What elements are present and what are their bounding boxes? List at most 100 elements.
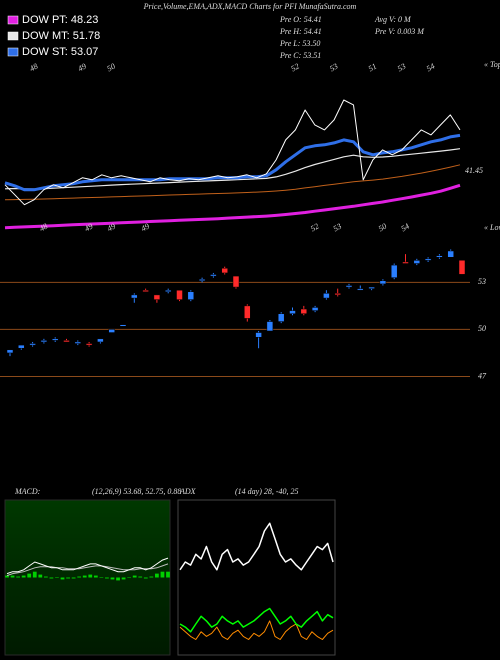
candle-body <box>458 259 466 275</box>
line-series <box>4 148 461 190</box>
histogram-bar <box>82 575 87 578</box>
candle-body <box>413 260 421 264</box>
macd-title: MACD: <box>14 487 41 496</box>
histogram-bar <box>116 577 120 581</box>
candle-body <box>390 264 398 278</box>
histogram-bar <box>160 571 165 578</box>
legend-marker <box>7 47 19 57</box>
candle-body <box>232 275 240 288</box>
candle-body <box>424 258 432 261</box>
histogram-bar <box>149 576 154 578</box>
line-series <box>179 607 334 633</box>
histogram-bar <box>110 577 115 580</box>
histogram-bar <box>93 575 98 578</box>
candle-body <box>51 338 59 341</box>
x-tick-label: 49 <box>83 222 94 234</box>
candle-body <box>379 280 387 285</box>
x-tick-label: 54 <box>425 62 436 74</box>
x-tick-label: 53 <box>396 62 407 74</box>
annotation: « Lower <box>484 223 500 232</box>
histogram-bar <box>38 574 43 578</box>
histogram-bar <box>49 577 54 579</box>
annotation: Pre O: 54.41 <box>279 15 322 24</box>
candle-body <box>153 294 161 300</box>
candle-body <box>85 343 93 346</box>
x-tick-label: 48 <box>38 222 49 234</box>
candle-body <box>187 291 195 300</box>
candle-body <box>311 307 319 311</box>
macd-subtitle: (12,26,9) 53.68, 52.75, 0.88 <box>92 487 181 496</box>
histogram-bar <box>99 577 104 578</box>
candle-body <box>221 267 228 274</box>
histogram-bar <box>127 577 132 578</box>
candle-body <box>29 343 36 346</box>
histogram-bar <box>166 571 170 578</box>
legend-label: DOW ST: 53.07 <box>22 46 98 58</box>
histogram-bar <box>121 577 126 580</box>
histogram-bar <box>27 573 32 578</box>
annotation: 41.45 <box>465 166 483 175</box>
x-tick-label: 48 <box>28 62 39 74</box>
x-tick-label: 49 <box>140 222 151 234</box>
line-series <box>6 563 169 577</box>
candle-body <box>289 310 296 314</box>
x-tick-label: 49 <box>76 62 87 74</box>
legend-label: DOW PT: 48.23 <box>22 14 98 26</box>
candle-body <box>447 250 454 258</box>
candle-body <box>277 313 285 322</box>
x-tick-label: 50 <box>377 222 388 234</box>
histogram-bar <box>88 574 93 578</box>
annotation: Pre C: 53.51 <box>279 51 321 60</box>
line-series <box>4 164 461 201</box>
histogram-bar <box>138 576 143 578</box>
histogram-bar <box>21 575 26 578</box>
candle-body <box>142 289 149 293</box>
x-tick-label: 52 <box>289 62 300 74</box>
line-series <box>4 183 461 230</box>
histogram-bar <box>10 575 15 578</box>
legend-label: DOW MT: 51.78 <box>22 30 100 42</box>
candle-body <box>436 255 443 258</box>
y-tick-label: 47 <box>478 371 487 380</box>
candle-body <box>334 293 341 296</box>
candle-body <box>345 285 353 288</box>
candle-body <box>131 294 138 299</box>
y-tick-label: 53 <box>478 277 486 286</box>
annotation: Avg V: 0 M <box>374 15 412 24</box>
candle-body <box>164 289 172 293</box>
histogram-bar <box>5 575 9 578</box>
candle-body <box>266 321 274 332</box>
x-tick-label: 49 <box>106 222 117 234</box>
x-tick-label: 53 <box>332 222 343 234</box>
histogram-bar <box>66 577 70 579</box>
line-series <box>179 620 334 640</box>
histogram-bar <box>143 577 148 579</box>
candle-body <box>323 293 330 299</box>
histogram-bar <box>16 576 20 578</box>
candle-body <box>97 338 104 343</box>
x-tick-label: 52 <box>309 222 320 234</box>
y-tick-label: 50 <box>478 324 486 333</box>
x-tick-label: 50 <box>105 62 116 74</box>
adx-subtitle: (14 day) 28, -40, 25 <box>235 487 299 496</box>
histogram-bar <box>71 577 76 579</box>
histogram-bar <box>105 577 109 579</box>
candle-body <box>300 308 308 314</box>
adx-panel <box>177 499 336 656</box>
candle-body <box>18 344 25 349</box>
candle-body <box>6 349 14 354</box>
candle-body <box>40 340 48 343</box>
macd-panel <box>4 499 171 656</box>
line-series <box>4 99 461 206</box>
line-series <box>6 557 169 575</box>
histogram-bar <box>77 576 82 578</box>
adx-title: ADX <box>179 487 197 496</box>
legend-marker <box>7 31 19 41</box>
candle-body <box>198 278 206 282</box>
legend-marker <box>7 15 19 25</box>
candle-body <box>357 288 364 291</box>
annotation: Pre V: 0.003 M <box>374 27 425 36</box>
chart-title: Price,Volume,EMA,ADX,MACD Charts for PFI… <box>143 2 357 11</box>
